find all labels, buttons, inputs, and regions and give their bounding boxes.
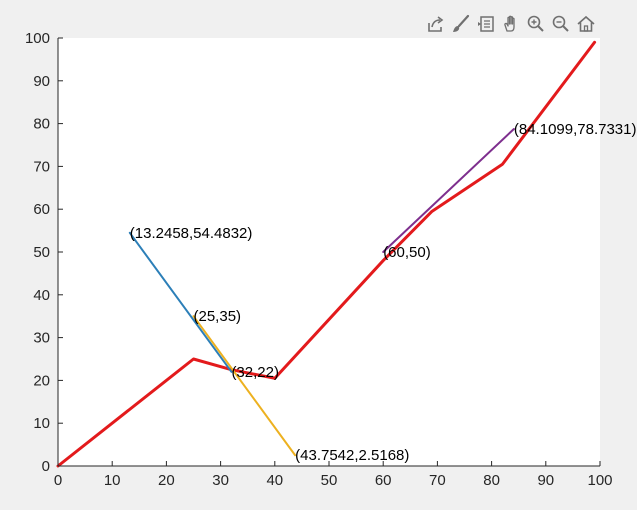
- blue-segment-series: [128, 231, 233, 373]
- zoom-out-button[interactable]: [549, 12, 572, 36]
- data-tip-button[interactable]: [474, 12, 497, 36]
- x-tick-label: 100: [587, 472, 612, 489]
- data-tip-icon: [477, 16, 494, 32]
- y-tick-label: 20: [33, 372, 50, 389]
- point-annotation: (60,50): [383, 244, 431, 261]
- x-tick-label: 60: [375, 472, 392, 489]
- pan-icon: [503, 15, 515, 32]
- x-tick-label: 80: [483, 472, 500, 489]
- y-tick-label: 70: [33, 158, 50, 175]
- y-tick-label: 100: [25, 30, 50, 47]
- main-line-series: [56, 40, 597, 468]
- axis-layer: 0 10 20 30 40 50 60 70 80 90 100 0 10 20 30 40 50 60 70 80 9…: [25, 30, 613, 489]
- x-tick-label: 30: [212, 472, 229, 489]
- home-icon: [576, 15, 595, 32]
- y-tick-label: 80: [33, 116, 50, 133]
- y-tick-label: 40: [33, 287, 50, 304]
- point-annotation: (13.2458,54.4832): [130, 225, 253, 242]
- x-tick-label: 20: [158, 472, 175, 489]
- pan-button[interactable]: [499, 12, 522, 36]
- point-annotation: (43.7542,2.5168): [295, 447, 409, 464]
- export-button[interactable]: [424, 12, 447, 36]
- zoom-in-icon: [527, 15, 544, 32]
- axes-toolbar: [424, 11, 597, 37]
- y-tick-label: 0: [42, 458, 50, 475]
- x-tick-label: 40: [266, 472, 283, 489]
- zoom-out-icon: [552, 15, 569, 32]
- x-tick-label: 50: [321, 472, 338, 489]
- annotation-layer: (13.2458,54.4832) (25,35) (32,22) (43.7542,…: [130, 121, 637, 464]
- point-annotation: (32,22): [231, 364, 279, 381]
- y-tick-label: 90: [33, 73, 50, 90]
- series-layer: [56, 40, 597, 468]
- zoom-in-button[interactable]: [524, 12, 547, 36]
- x-tick-label: 0: [54, 472, 62, 489]
- purple-segment-series: [382, 128, 515, 253]
- home-button[interactable]: [574, 12, 597, 36]
- point-annotation: (25,35): [194, 308, 242, 325]
- y-tick-label: 60: [33, 201, 50, 218]
- brush-button[interactable]: [449, 12, 472, 36]
- point-annotation: (84.1099,78.7331): [514, 121, 637, 138]
- y-tick-label: 50: [33, 244, 50, 261]
- y-tick-label: 30: [33, 330, 50, 347]
- x-tick-label: 90: [537, 472, 554, 489]
- x-tick-label: 70: [429, 472, 446, 489]
- x-tick-label: 10: [104, 472, 121, 489]
- yellow-segment-series: [192, 315, 297, 457]
- y-tick-label: 10: [33, 415, 50, 432]
- brush-icon: [452, 14, 469, 32]
- export-icon: [427, 16, 443, 32]
